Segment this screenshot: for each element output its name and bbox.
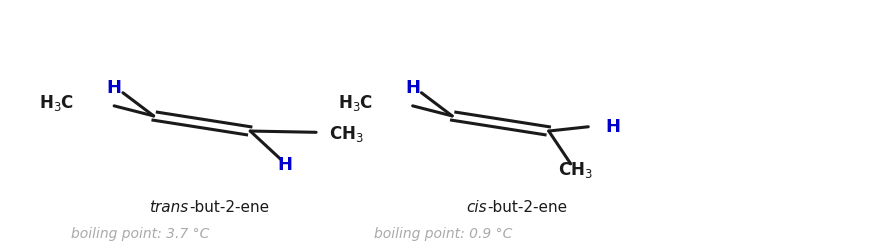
Text: cis: cis (467, 200, 487, 215)
Text: H$_3$C: H$_3$C (39, 93, 75, 113)
Text: -but-2-ene: -but-2-ene (487, 200, 567, 215)
Text: H: H (106, 79, 122, 97)
Text: CH$_3$: CH$_3$ (329, 123, 364, 144)
Text: boiling point: 0.9 °C: boiling point: 0.9 °C (374, 227, 512, 241)
Text: boiling point: 3.7 °C: boiling point: 3.7 °C (71, 227, 210, 241)
Text: H: H (277, 156, 293, 174)
Text: -but-2-ene: -but-2-ene (189, 200, 268, 215)
Text: CH$_3$: CH$_3$ (557, 160, 592, 180)
Text: H: H (404, 79, 420, 97)
Text: H$_3$C: H$_3$C (338, 93, 373, 113)
Text: trans: trans (149, 200, 189, 215)
Text: H: H (605, 118, 620, 136)
